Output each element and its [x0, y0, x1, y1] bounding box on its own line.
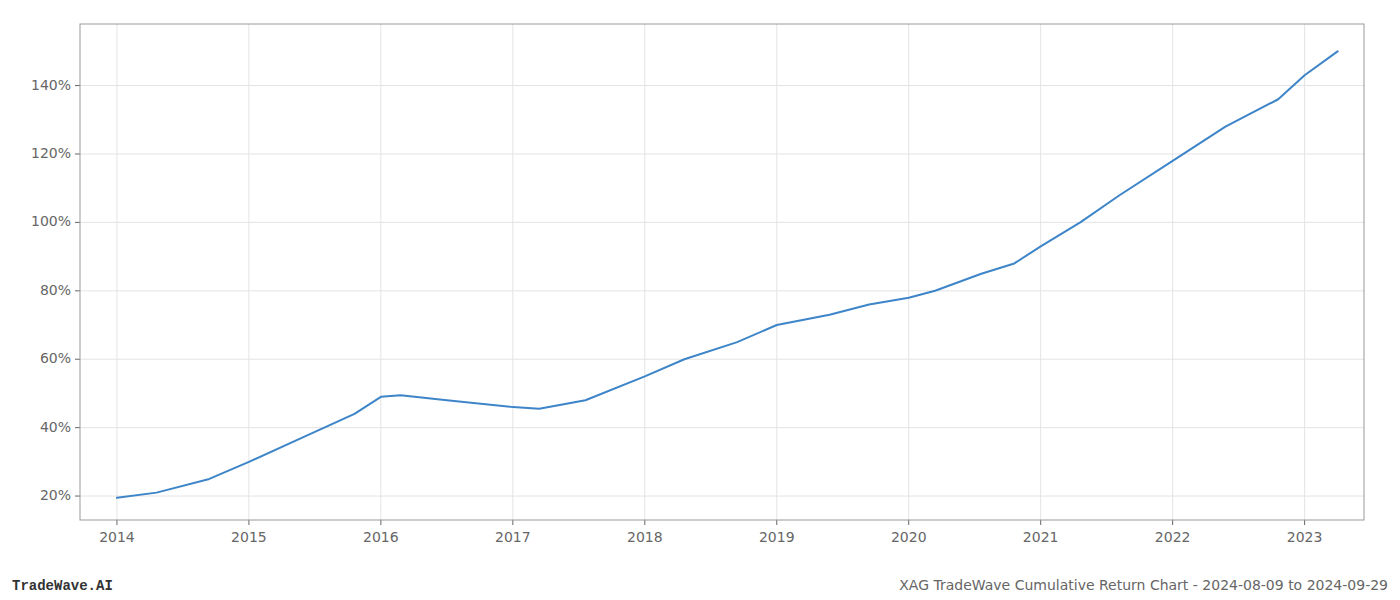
y-tick-label: 100% [31, 213, 71, 229]
plot-frame [80, 24, 1364, 520]
y-grid-line [80, 153, 1364, 154]
x-tick [1172, 520, 1173, 525]
x-tick [248, 520, 249, 525]
y-tick [75, 222, 80, 223]
x-tick [116, 520, 117, 525]
x-tick [908, 520, 909, 525]
x-grid-line [1040, 24, 1041, 520]
y-grid-line [80, 496, 1364, 497]
x-tick-label: 2021 [1023, 529, 1059, 545]
grid [80, 24, 1364, 520]
y-tick-label: 140% [31, 77, 71, 93]
x-tick [1304, 520, 1305, 525]
x-tick-label: 2022 [1155, 529, 1191, 545]
y-tick-label: 40% [40, 419, 71, 435]
x-grid-line [512, 24, 513, 520]
x-grid-line [644, 24, 645, 520]
y-grid-line [80, 85, 1364, 86]
x-grid-line [1304, 24, 1305, 520]
x-grid-line [380, 24, 381, 520]
y-tick-label: 60% [40, 350, 71, 366]
x-grid-line [1172, 24, 1173, 520]
x-tick-label: 2020 [891, 529, 927, 545]
x-tick-label: 2023 [1287, 529, 1323, 545]
x-tick-label: 2019 [759, 529, 795, 545]
footer-right: XAG TradeWave Cumulative Return Chart - … [899, 577, 1388, 593]
x-tick [380, 520, 381, 525]
x-tick-label: 2018 [627, 529, 663, 545]
x-grid-line [116, 24, 117, 520]
y-grid-line [80, 427, 1364, 428]
x-tick [1040, 520, 1041, 525]
line-series [117, 51, 1338, 497]
data [117, 51, 1338, 497]
y-tick [75, 496, 80, 497]
chart: 20% 40% 60% 80% 100% 120% 140% 2014 2015 2016 2017… [0, 0, 1400, 600]
y-tick-label: 80% [40, 282, 71, 298]
y-tick [75, 85, 80, 86]
x-grid-line [908, 24, 909, 520]
x-grid-line [776, 24, 777, 520]
x-grid-line [248, 24, 249, 520]
x-tick [644, 520, 645, 525]
x-tick [512, 520, 513, 525]
y-grid-line [80, 222, 1364, 223]
footer-left: TradeWave.AI [12, 578, 113, 594]
axes: 20% 40% 60% 80% 100% 120% 140% 2014 2015 2016 2017… [31, 24, 1364, 545]
y-tick [75, 427, 80, 428]
y-tick-label: 20% [40, 487, 71, 503]
y-tick [75, 290, 80, 291]
y-tick [75, 153, 80, 154]
y-tick [75, 359, 80, 360]
y-grid-line [80, 290, 1364, 291]
page: {"chart_data": { "type": "line", "x": [2… [0, 0, 1400, 600]
x-tick-label: 2014 [99, 529, 135, 545]
x-tick-label: 2016 [363, 529, 399, 545]
x-tick-label: 2017 [495, 529, 531, 545]
x-tick [776, 520, 777, 525]
x-tick-label: 2015 [231, 529, 267, 545]
y-tick-label: 120% [31, 145, 71, 161]
y-grid-line [80, 359, 1364, 360]
